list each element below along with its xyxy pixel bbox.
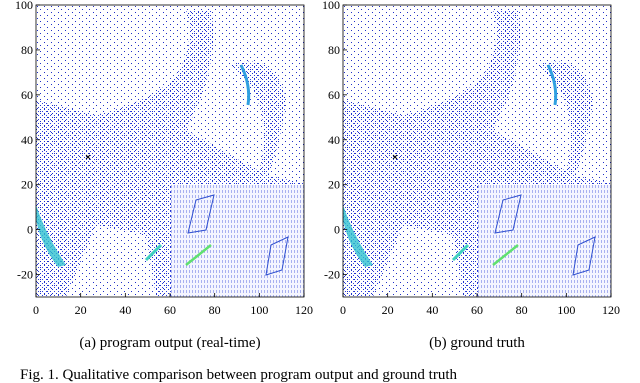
x-tick-label: 20 bbox=[382, 303, 394, 317]
panel-caption: (b) ground truth bbox=[429, 335, 525, 351]
x-tick-label: 0 bbox=[33, 303, 39, 317]
x-tick-label: 0 bbox=[340, 303, 346, 317]
x-tick-label: 60 bbox=[164, 303, 176, 317]
point-cloud bbox=[341, 3, 613, 299]
point-cloud bbox=[34, 3, 306, 299]
y-tick-label: 40 bbox=[328, 133, 340, 147]
x-tick-label: 100 bbox=[557, 303, 575, 317]
scatter-panel: 0 20 40 60 80 100 120 -20 0 20 40 60 80 100 (a) progra… bbox=[15, 0, 313, 351]
y-tick-label: 60 bbox=[328, 88, 340, 102]
y-tick-label: 40 bbox=[21, 133, 33, 147]
figure-caption: Fig. 1. Qualitative comparison between p… bbox=[20, 367, 457, 383]
y-tick-label: 0 bbox=[334, 223, 340, 237]
x-tick-label: 120 bbox=[295, 303, 313, 317]
y-tick-label: -20 bbox=[17, 268, 33, 282]
scatter-panel: 0 20 40 60 80 100 120 -20 0 20 40 60 80 100 (b) ground… bbox=[322, 0, 620, 351]
x-tick-label: 80 bbox=[209, 303, 221, 317]
panel-caption: (a) program output (real-time) bbox=[79, 335, 260, 351]
y-tick-label: 20 bbox=[328, 178, 340, 192]
y-tick-label: 80 bbox=[328, 43, 340, 57]
y-tick-label: -20 bbox=[324, 268, 340, 282]
y-tick-label: 80 bbox=[21, 43, 33, 57]
y-tick-label: 60 bbox=[21, 88, 33, 102]
x-tick-label: 100 bbox=[250, 303, 268, 317]
y-tick-label: 0 bbox=[27, 223, 33, 237]
y-tick-label: 100 bbox=[15, 0, 33, 12]
x-tick-label: 120 bbox=[602, 303, 620, 317]
panels: 0 20 40 60 80 100 120 -20 0 20 40 60 80 100 (a) progra… bbox=[15, 0, 620, 351]
x-tick-label: 20 bbox=[75, 303, 87, 317]
y-tick-label: 100 bbox=[322, 0, 340, 12]
x-tick-label: 40 bbox=[426, 303, 438, 317]
x-tick-label: 40 bbox=[119, 303, 131, 317]
x-tick-label: 80 bbox=[516, 303, 528, 317]
x-tick-label: 60 bbox=[471, 303, 483, 317]
y-tick-label: 20 bbox=[21, 178, 33, 192]
